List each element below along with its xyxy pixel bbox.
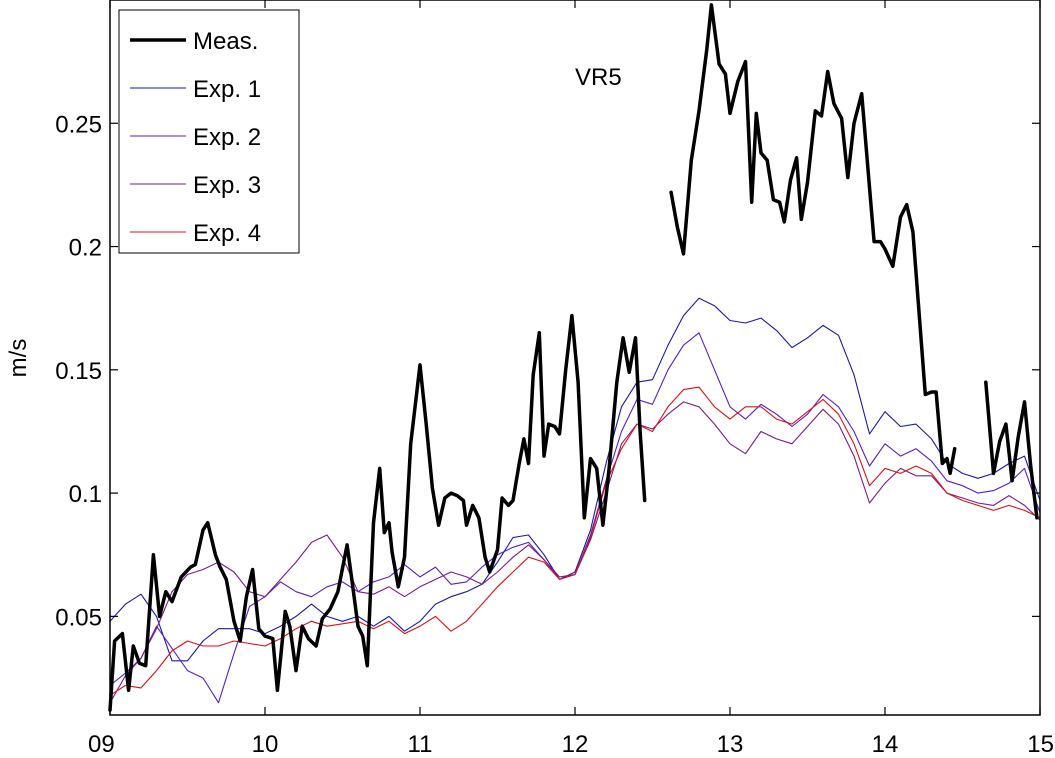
x-tick-label: 14 [872, 731, 899, 758]
x-tick-label: 11 [408, 731, 433, 758]
x-tick-label: 13 [717, 731, 744, 758]
y-axis: 0.05 0.1 0.15 0.2 0.25 [55, 111, 1040, 631]
y-tick-label: 0.05 [55, 604, 102, 631]
y-tick-label: 0.25 [55, 111, 102, 138]
x-tick-label: 12 [562, 731, 589, 758]
legend-label: Exp. 3 [193, 172, 261, 199]
series-line-meas [984, 380, 1039, 520]
legend: Meas. Exp. 1 Exp. 2 Exp. 3 Exp. 4 [118, 9, 300, 254]
legend-label: Exp. 1 [193, 76, 261, 103]
x-tick-label: 15 [1027, 731, 1054, 758]
x-tick-label: 09 [88, 731, 115, 758]
y-tick-label: 0.1 [69, 481, 102, 508]
chart-annotation: VR5 [575, 64, 622, 91]
series-line-meas [108, 313, 647, 712]
series-line-meas [669, 3, 957, 476]
legend-label: Exp. 4 [193, 220, 261, 247]
y-tick-label: 0.2 [69, 235, 102, 262]
legend-label: Exp. 2 [193, 124, 261, 151]
x-axis: 09 10 11 12 13 14 15 [88, 0, 1054, 758]
legend-label: Meas. [193, 28, 258, 55]
x-tick-label: 10 [252, 731, 279, 758]
series-line-exp-4 [109, 386, 1041, 696]
y-tick-label: 0.15 [55, 358, 102, 385]
series-layer [108, 3, 1041, 712]
y-axis-title: m/s [5, 339, 32, 378]
legend-box [118, 9, 300, 254]
